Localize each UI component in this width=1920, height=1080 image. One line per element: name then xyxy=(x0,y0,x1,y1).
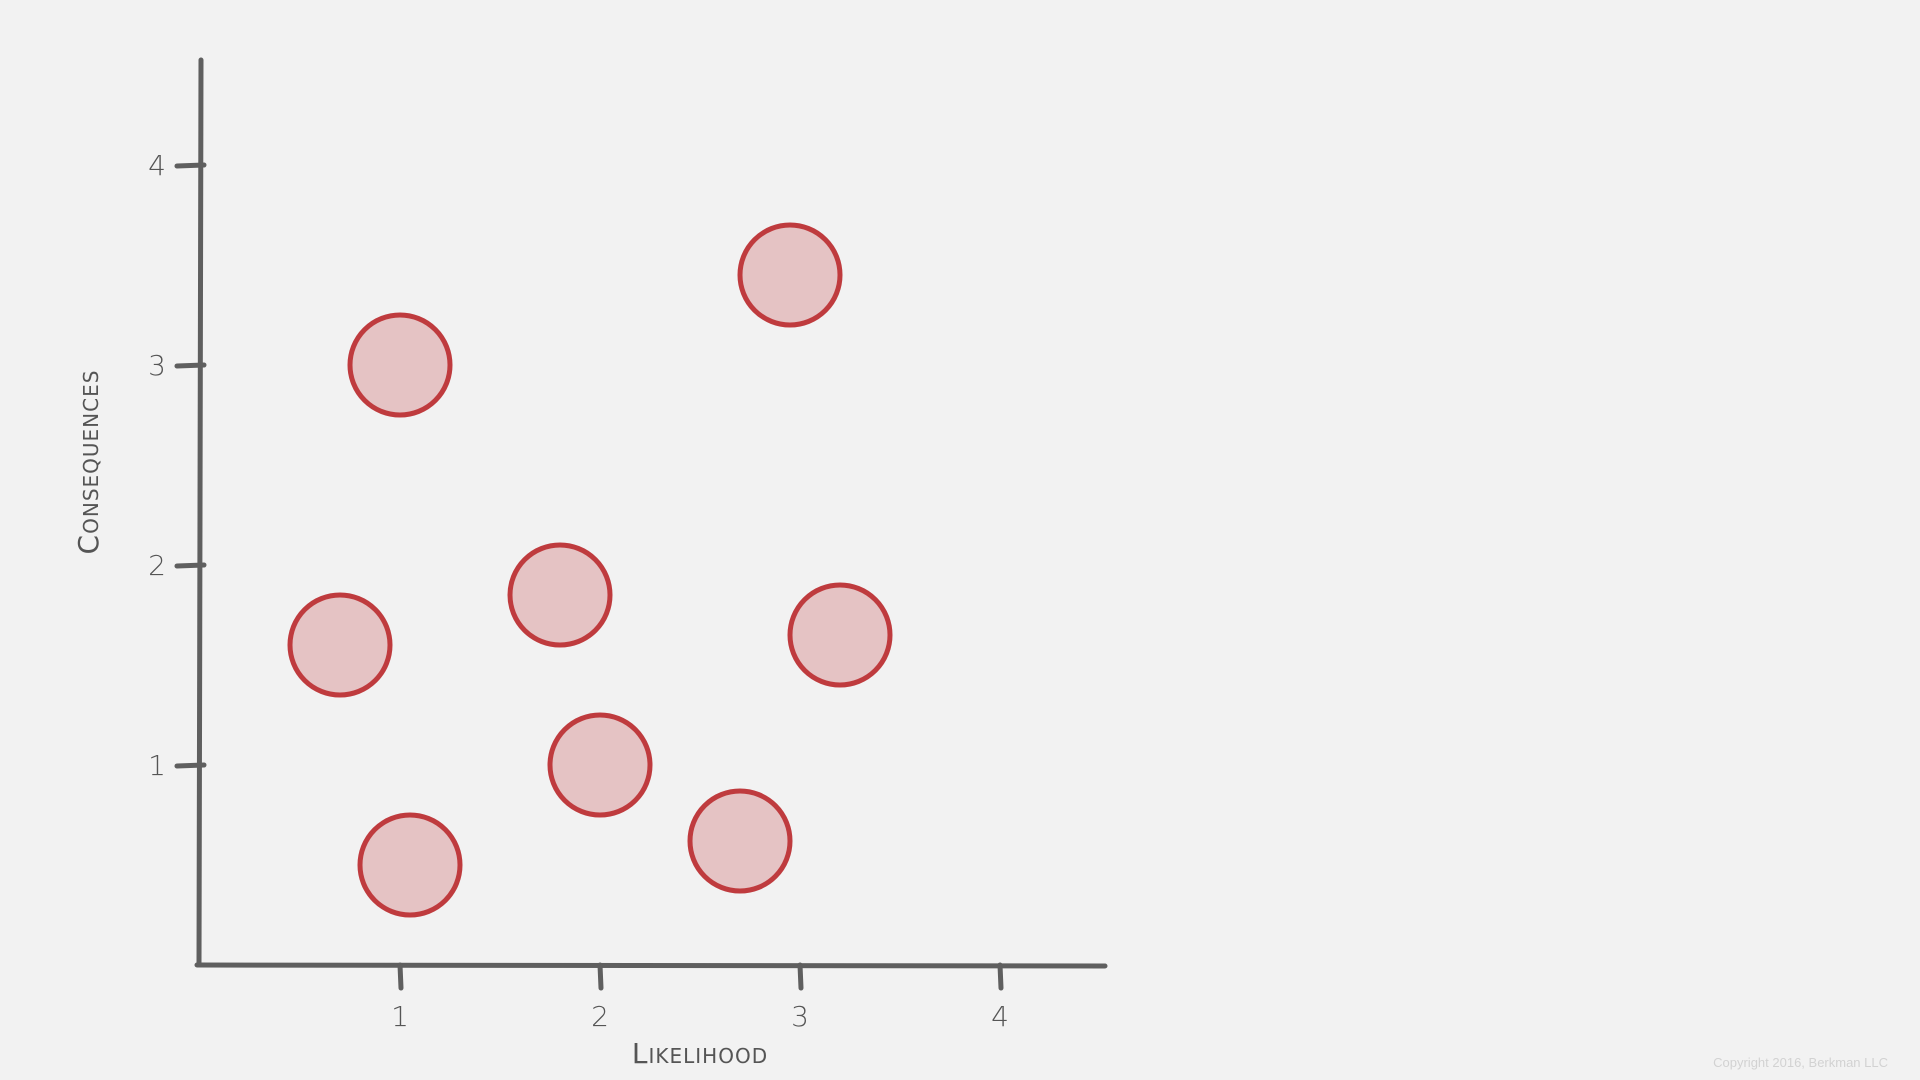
y-tick-mark xyxy=(174,362,207,369)
y-tick-label: 4 xyxy=(148,149,166,182)
x-tick-mark xyxy=(797,962,804,991)
x-tick-mark xyxy=(597,962,604,991)
data-point xyxy=(507,542,613,648)
y-tick-mark xyxy=(174,162,207,169)
copyright-notice: Copyright 2016, Berkman LLC xyxy=(1713,1055,1888,1070)
y-axis-line xyxy=(196,57,204,968)
x-tick-mark xyxy=(997,962,1004,991)
y-ticks: 1 2 3 4 xyxy=(148,149,207,782)
x-tick-label: 2 xyxy=(591,1000,609,1033)
y-tick-mark xyxy=(174,562,207,569)
x-tick-mark xyxy=(397,962,404,991)
data-point xyxy=(737,222,843,328)
data-point xyxy=(787,582,893,688)
x-tick-label: 1 xyxy=(391,1000,409,1033)
x-tick-label: 4 xyxy=(991,1000,1009,1033)
data-points xyxy=(287,222,893,918)
chart-axes xyxy=(194,57,1108,969)
data-point xyxy=(547,712,653,818)
x-axis-line xyxy=(194,962,1108,969)
data-point xyxy=(287,592,393,698)
data-point xyxy=(347,312,453,418)
x-tick-label: 3 xyxy=(791,1000,809,1033)
x-ticks: 1 2 3 4 xyxy=(391,962,1009,1033)
y-tick-mark xyxy=(174,762,207,769)
y-tick-label: 2 xyxy=(148,549,166,582)
data-point xyxy=(357,812,463,918)
x-axis-label: Likelihood xyxy=(632,1037,768,1070)
data-point xyxy=(687,788,793,894)
y-axis-label: Consequences xyxy=(72,370,105,555)
y-tick-label: 1 xyxy=(148,749,166,782)
y-tick-label: 3 xyxy=(148,349,166,382)
